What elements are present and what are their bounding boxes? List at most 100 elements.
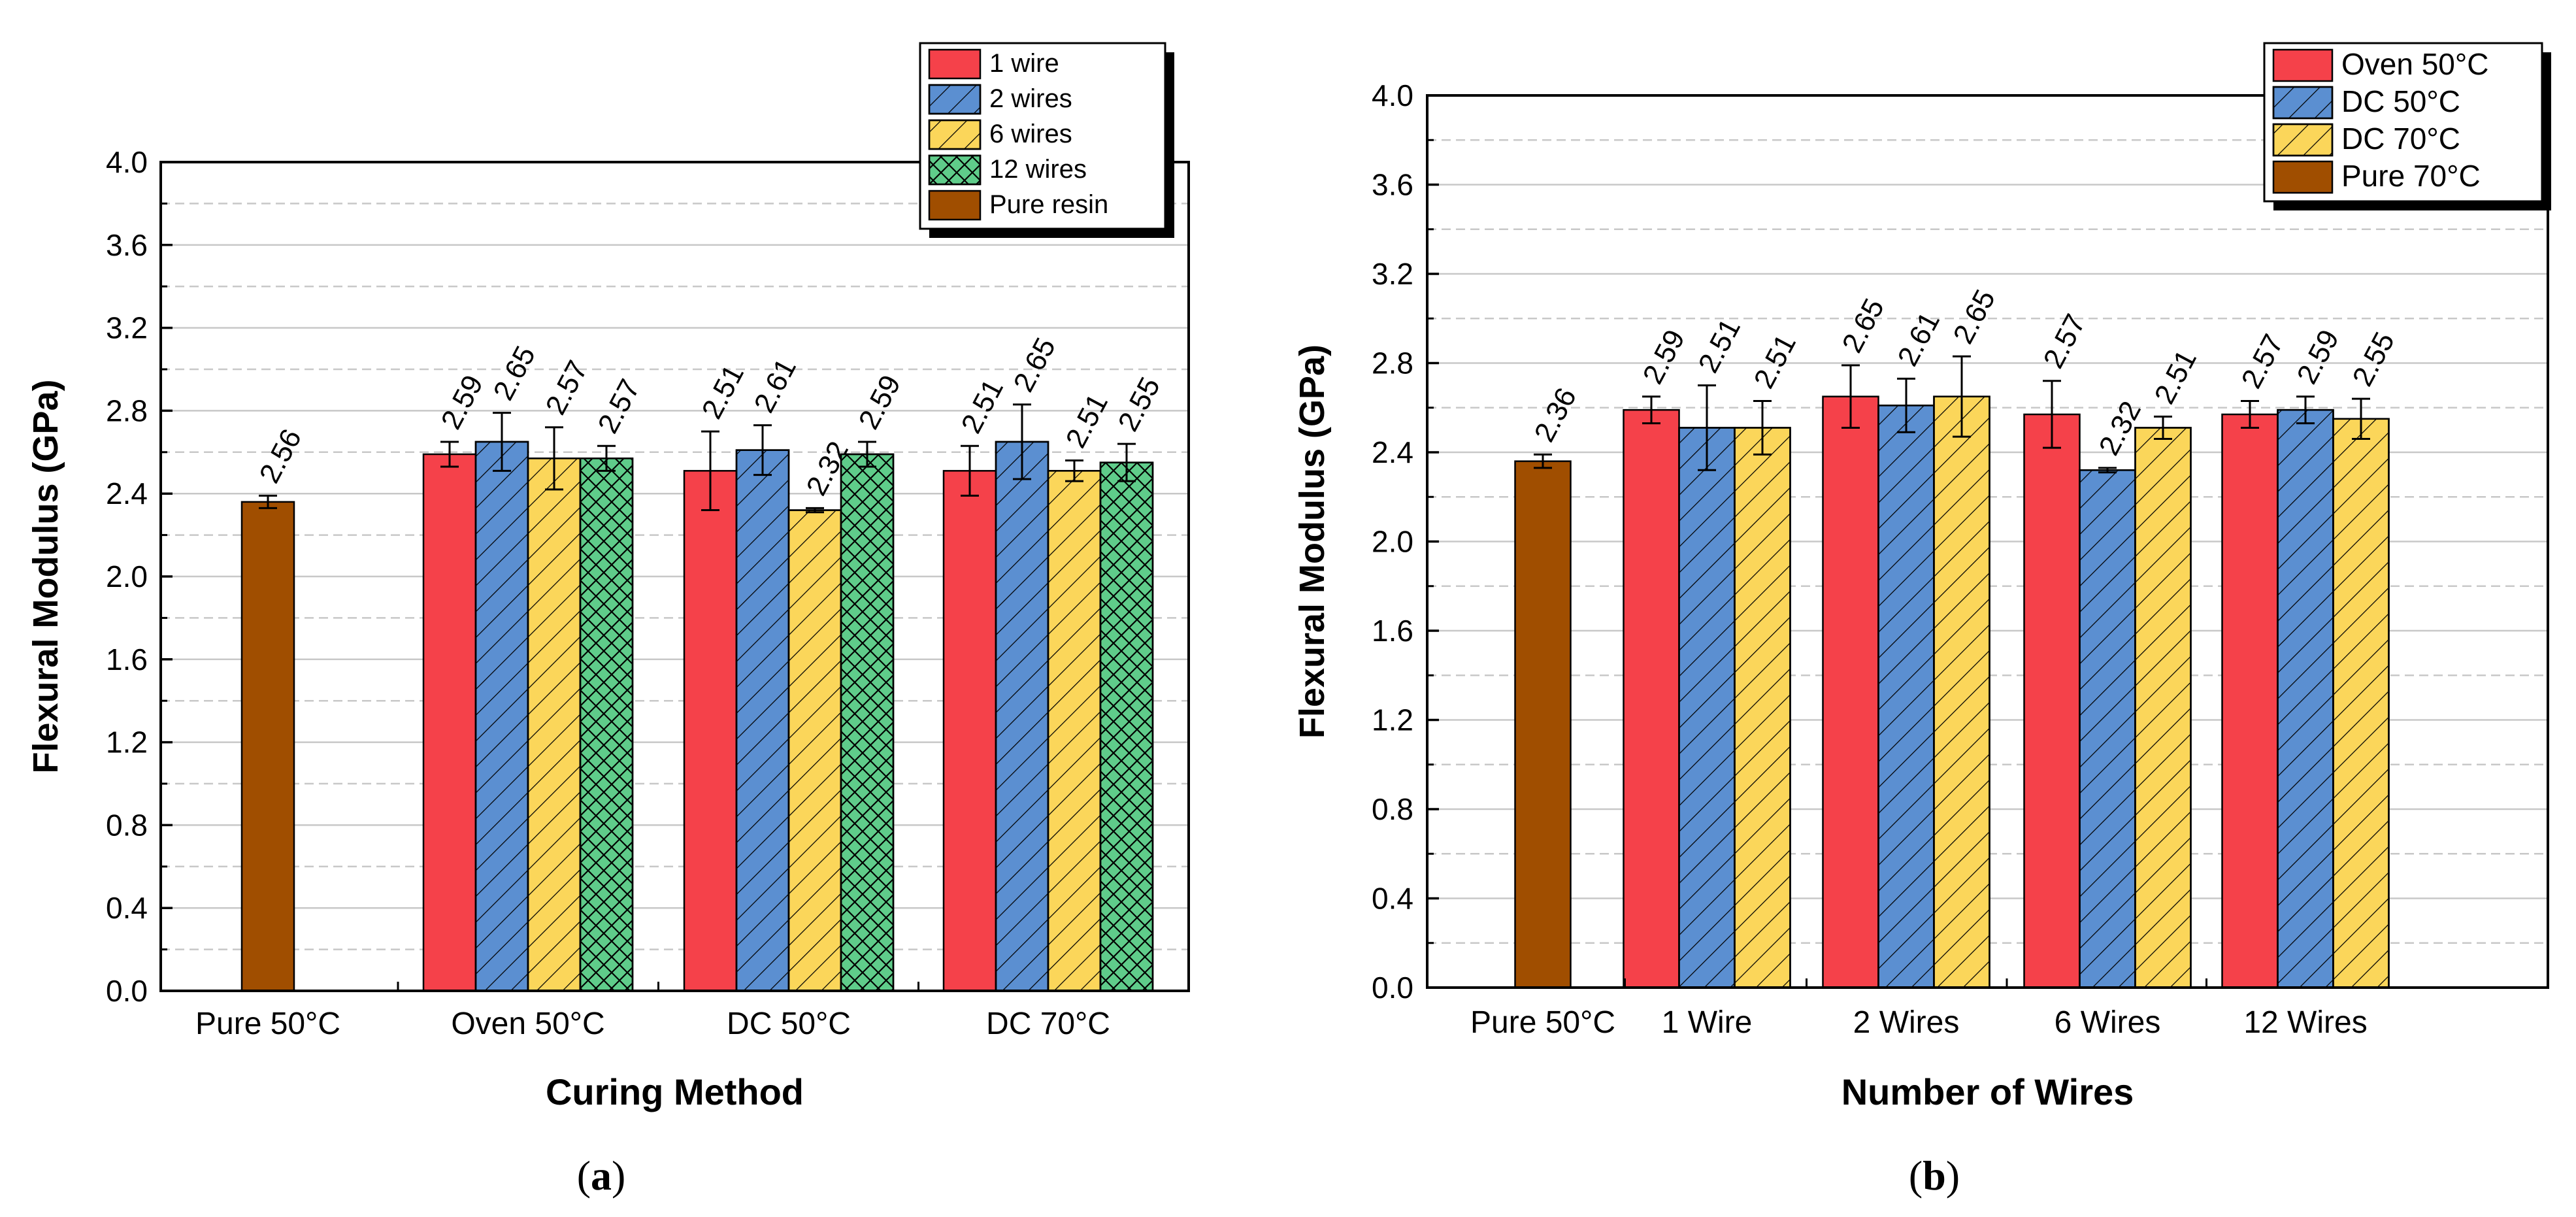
bar-hatch bbox=[787, 509, 842, 992]
data-label: 2.65 bbox=[487, 341, 542, 406]
y-tick-label: 0.4 bbox=[106, 891, 148, 925]
bar bbox=[422, 453, 477, 992]
y-tick-label: 4.0 bbox=[1372, 78, 1413, 112]
x-tick-label: 12 Wires bbox=[2243, 1005, 2367, 1040]
y-tick-label: 4.0 bbox=[106, 145, 148, 179]
bar-hatch bbox=[527, 458, 582, 992]
bar bbox=[2023, 413, 2081, 989]
bar-hatch bbox=[474, 441, 529, 992]
y-tick-label: 2.8 bbox=[1372, 346, 1413, 380]
x-tick-label: 6 Wires bbox=[2055, 1005, 2161, 1040]
bar-hatch bbox=[2079, 469, 2136, 989]
bar-hatch bbox=[840, 453, 895, 992]
data-label: 2.65 bbox=[1008, 333, 1062, 397]
bar-hatch bbox=[735, 449, 790, 992]
bar bbox=[683, 470, 738, 992]
bar bbox=[240, 501, 295, 992]
y-tick-label: 3.6 bbox=[1372, 168, 1413, 202]
panel-letter: a bbox=[591, 1152, 612, 1199]
bar-hatch bbox=[2134, 427, 2192, 989]
legend-swatch-hatch bbox=[2272, 86, 2334, 120]
legend-label: 6 wires bbox=[989, 120, 1072, 148]
y-tick-label: 2.4 bbox=[1372, 435, 1413, 469]
data-label: 2.59 bbox=[2291, 325, 2345, 390]
legend-label: 12 wires bbox=[989, 155, 1087, 184]
y-tick-label: 0.8 bbox=[106, 808, 148, 842]
panel-caption: (a) bbox=[577, 1152, 626, 1199]
x-tick-label: Pure 50°C bbox=[195, 1007, 340, 1041]
y-tick-label: 0.8 bbox=[1372, 792, 1413, 826]
y-axis-title: Flexural Modulus (GPa) bbox=[26, 379, 65, 773]
legend-label: 2 wires bbox=[989, 84, 1072, 113]
bar-hatch bbox=[1047, 470, 1102, 992]
bar-hatch bbox=[579, 458, 634, 992]
panel-letter: b bbox=[1923, 1152, 1946, 1199]
data-label: 2.61 bbox=[1892, 307, 1946, 371]
legend-swatch-hatch bbox=[2272, 123, 2334, 157]
bar-hatch bbox=[2277, 408, 2334, 989]
legend-swatch bbox=[2272, 160, 2334, 194]
legend-label: DC 70°C bbox=[2341, 122, 2460, 156]
bar-hatch bbox=[1678, 427, 1736, 989]
bar-hatch bbox=[2332, 418, 2390, 989]
y-tick-label: 2.0 bbox=[106, 559, 148, 593]
bar bbox=[2221, 413, 2279, 989]
y-tick-label: 2.8 bbox=[106, 393, 148, 427]
bar bbox=[942, 470, 997, 992]
data-label: 2.61 bbox=[748, 354, 802, 418]
x-tick-label: Pure 50°C bbox=[1470, 1005, 1615, 1040]
y-tick-label: 1.2 bbox=[106, 725, 148, 759]
bar-hatch bbox=[1933, 395, 1990, 989]
data-label: 2.36 bbox=[1528, 382, 1583, 447]
data-label: 2.65 bbox=[1947, 284, 2002, 349]
data-label: 2.59 bbox=[435, 370, 489, 435]
y-tick-label: 1.6 bbox=[106, 642, 148, 676]
data-label: 2.59 bbox=[1637, 325, 1691, 390]
legend-swatch bbox=[928, 48, 982, 80]
x-tick-label: DC 50°C bbox=[727, 1007, 851, 1041]
y-tick-label: 3.2 bbox=[106, 311, 148, 345]
data-label: 2.51 bbox=[1693, 314, 1747, 378]
y-tick-label: 3.6 bbox=[106, 228, 148, 262]
data-label: 2.55 bbox=[1112, 372, 1166, 437]
x-tick-label: DC 70°C bbox=[986, 1007, 1110, 1041]
y-axis-title: Flexural Modulus (GPa) bbox=[1293, 344, 1332, 739]
panel-caption: (b) bbox=[1909, 1152, 1960, 1199]
data-label: 2.59 bbox=[853, 370, 907, 435]
data-label: 2.57 bbox=[2236, 329, 2290, 394]
y-tick-label: 0.0 bbox=[106, 974, 148, 1008]
legend-label: 1 wire bbox=[989, 49, 1059, 78]
legend-label: DC 50°C bbox=[2341, 84, 2460, 118]
y-tick-label: 0.0 bbox=[1372, 971, 1413, 1005]
legend-swatch-hatch bbox=[928, 119, 982, 150]
bar-hatch bbox=[1734, 427, 1791, 989]
bar-hatch bbox=[1877, 405, 1935, 989]
data-label: 2.56 bbox=[254, 424, 308, 488]
data-label: 2.51 bbox=[1748, 329, 1802, 394]
y-tick-label: 2.0 bbox=[1372, 525, 1413, 559]
x-tick-label: 1 Wire bbox=[1662, 1005, 1753, 1040]
data-label: 2.57 bbox=[592, 374, 646, 439]
legend-swatch-hatch bbox=[928, 154, 982, 186]
legend-label: Pure 70°C bbox=[2341, 159, 2481, 193]
y-tick-label: 1.2 bbox=[1372, 703, 1413, 737]
x-tick-label: Oven 50°C bbox=[451, 1007, 604, 1041]
legend-swatch bbox=[2272, 48, 2334, 82]
bar bbox=[1623, 408, 1680, 989]
x-axis-title: Curing Method bbox=[546, 1071, 804, 1112]
legend-label: Pure resin bbox=[989, 190, 1108, 219]
data-label: 2.51 bbox=[2149, 344, 2203, 409]
bar-hatch bbox=[1099, 461, 1154, 992]
legend-swatch-hatch bbox=[928, 84, 982, 115]
y-tick-label: 1.6 bbox=[1372, 614, 1413, 648]
bar-hatch bbox=[995, 441, 1049, 992]
data-label: 2.51 bbox=[1060, 389, 1114, 454]
legend-swatch bbox=[928, 190, 982, 221]
y-tick-label: 0.4 bbox=[1372, 882, 1413, 916]
bar bbox=[1822, 395, 1879, 989]
data-label: 2.51 bbox=[955, 374, 1010, 439]
y-tick-label: 2.4 bbox=[106, 476, 148, 510]
